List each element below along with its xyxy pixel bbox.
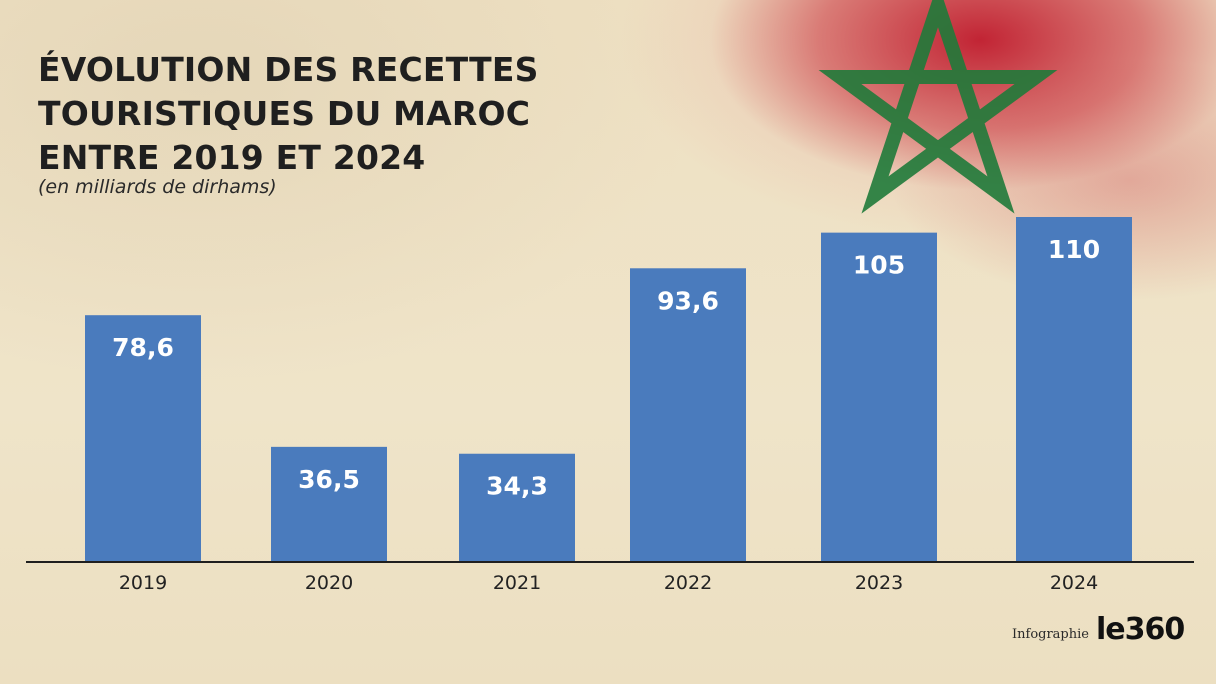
bar-2023	[821, 232, 937, 562]
bar-value-label: 105	[853, 251, 905, 280]
chart-subtitle: (en milliards de dirhams)	[38, 176, 277, 198]
bar-2022	[630, 268, 746, 561]
bar-value-label: 36,5	[298, 465, 360, 494]
chart-title-line: ÉVOLUTION DES RECETTES	[38, 50, 539, 89]
x-tick-label: 2020	[305, 572, 353, 594]
bar-value-label: 110	[1048, 235, 1100, 264]
x-tick-label: 2023	[855, 572, 903, 594]
x-tick-label: 2024	[1050, 572, 1098, 594]
chart-title-line: TOURISTIQUES DU MAROC	[38, 94, 531, 133]
credit-text: Infographie	[1012, 627, 1089, 642]
bar-2020	[271, 446, 387, 561]
bar-2019	[85, 315, 201, 561]
bar-2024	[1016, 217, 1132, 561]
brand-logo: le360	[1096, 612, 1185, 647]
x-tick-label: 2019	[119, 572, 167, 594]
chart-title: ÉVOLUTION DES RECETTES TOURISTIQUES DU MA…	[38, 48, 598, 180]
bar-value-label: 78,6	[112, 333, 174, 362]
bar-value-label: 93,6	[657, 286, 719, 315]
x-tick-label: 2021	[493, 572, 541, 594]
bar-2021	[459, 453, 575, 561]
x-tick-label: 2022	[664, 572, 712, 594]
bar-value-label: 34,3	[486, 472, 548, 501]
chart-title-line: ENTRE 2019 ET 2024	[38, 138, 426, 177]
